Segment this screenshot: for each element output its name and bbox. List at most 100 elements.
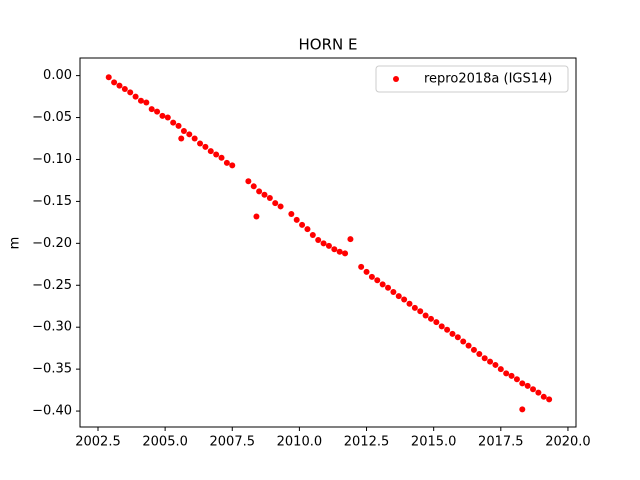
point <box>438 323 445 330</box>
point <box>363 268 370 275</box>
point <box>304 226 311 233</box>
x-tick-label: 2007.5 <box>210 435 256 450</box>
point <box>178 135 185 142</box>
point <box>374 277 381 284</box>
point <box>508 372 515 379</box>
point <box>379 281 386 288</box>
point <box>277 203 284 210</box>
x-tick-label: 2017.5 <box>478 435 524 450</box>
point <box>390 288 397 295</box>
point <box>218 154 225 161</box>
point <box>358 263 365 270</box>
point <box>342 250 349 257</box>
y-axis-label: m <box>8 237 23 250</box>
point <box>487 358 494 365</box>
point <box>253 213 260 220</box>
point <box>170 119 177 126</box>
point <box>406 300 413 307</box>
x-tick-label: 2020.0 <box>545 435 591 450</box>
point <box>250 183 257 190</box>
y-tick-label: −0.20 <box>32 236 72 251</box>
point <box>148 106 155 113</box>
point <box>223 159 230 166</box>
point <box>546 396 553 403</box>
point <box>492 361 499 368</box>
point <box>476 351 483 358</box>
x-tick-label: 2015.0 <box>411 435 457 450</box>
legend-box <box>375 65 569 93</box>
y-tick-label: −0.35 <box>32 362 72 377</box>
point <box>116 82 123 89</box>
x-tick-label: 2012.5 <box>344 435 390 450</box>
point <box>519 406 526 413</box>
point <box>444 326 451 333</box>
point <box>449 330 456 337</box>
point <box>315 236 322 243</box>
point <box>180 127 187 134</box>
x-tick-label: 2005.0 <box>142 435 188 450</box>
point <box>159 112 166 119</box>
point <box>121 86 128 93</box>
point <box>309 231 316 238</box>
point <box>524 382 531 389</box>
point <box>164 114 171 121</box>
point <box>288 210 295 217</box>
point <box>331 246 338 253</box>
point <box>401 296 408 303</box>
point <box>229 162 236 169</box>
y-tick-label: −0.10 <box>32 152 72 167</box>
point <box>154 108 161 115</box>
point <box>202 143 209 150</box>
point <box>513 376 520 383</box>
point <box>433 319 440 326</box>
y-tick-label: −0.40 <box>32 404 72 419</box>
point <box>422 312 429 319</box>
point <box>266 195 273 202</box>
legend-label: repro2018a (IGS14) <box>424 72 552 87</box>
point <box>207 148 214 155</box>
point <box>127 89 134 96</box>
point <box>325 242 332 249</box>
point <box>256 188 263 195</box>
point <box>272 200 279 207</box>
point <box>395 293 402 300</box>
point <box>105 74 112 81</box>
point <box>186 131 193 138</box>
y-tick-label: −0.25 <box>32 278 72 293</box>
point <box>111 79 118 86</box>
point <box>411 304 418 311</box>
x-tick-label: 2002.5 <box>75 435 121 450</box>
point <box>191 135 198 142</box>
x-tick-label: 2010.0 <box>277 435 323 450</box>
point <box>213 151 220 158</box>
axes-frame <box>79 57 577 428</box>
point <box>132 93 139 100</box>
y-tick-label: −0.05 <box>32 110 72 125</box>
point <box>497 366 504 373</box>
point <box>347 236 354 243</box>
point <box>245 178 252 185</box>
point <box>519 380 526 387</box>
point <box>320 240 327 247</box>
point <box>261 191 268 198</box>
point <box>293 216 300 223</box>
point <box>417 308 424 315</box>
point <box>503 370 510 377</box>
point <box>368 273 375 280</box>
point <box>427 315 434 322</box>
point <box>540 393 547 400</box>
legend-marker <box>393 76 399 82</box>
point <box>470 346 477 353</box>
point <box>299 221 306 228</box>
y-tick-label: 0.00 <box>43 68 72 83</box>
point <box>137 97 144 104</box>
point <box>465 342 472 349</box>
y-tick-label: −0.30 <box>32 320 72 335</box>
chart-title: HORN E <box>299 36 358 54</box>
y-tick-label: −0.15 <box>32 194 72 209</box>
point <box>143 99 150 106</box>
point <box>336 248 343 255</box>
point <box>460 338 467 345</box>
